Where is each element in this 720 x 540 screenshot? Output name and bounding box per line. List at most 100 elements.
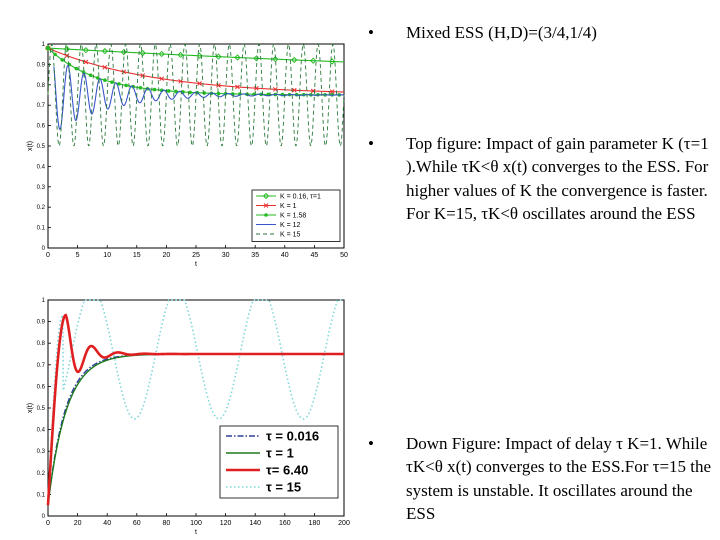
bullet-top-figure: • Top figure: Impact of gain parameter K… xyxy=(366,132,716,226)
series-marker xyxy=(253,55,260,62)
x-tick-label: 20 xyxy=(163,252,171,259)
y-tick-label: 0.5 xyxy=(37,144,46,150)
series-marker xyxy=(74,66,79,71)
bottom-chart: 0 20 40 60 80 100 120 140 160 180 200 0 0.1 0.2 0.3 0.4… xyxy=(27,298,350,534)
series-marker xyxy=(272,86,278,92)
legend-label: τ = 15 xyxy=(266,480,301,495)
series-marker xyxy=(291,56,298,64)
series-marker xyxy=(262,192,270,200)
bullet-down-figure: • Down Figure: Impact of delay τ K=1. Wh… xyxy=(366,432,716,526)
x-tick-label: 40 xyxy=(281,252,289,259)
series-marker xyxy=(53,52,57,57)
y-tick-label: 1 xyxy=(42,42,46,48)
x-tick-label: 25 xyxy=(192,252,200,259)
bullet-text: Down Figure: Impact of delay τ K=1. Whil… xyxy=(406,433,712,524)
series-marker xyxy=(197,81,202,86)
bullet-text: Top figure: Impact of gain parameter K (… xyxy=(406,133,709,224)
series-marker xyxy=(291,87,297,93)
x-tick-label: 100 xyxy=(190,520,202,527)
x-tick-label: 30 xyxy=(222,252,230,259)
series-marker xyxy=(177,51,184,59)
series-marker xyxy=(140,73,146,78)
x-tick-label: 140 xyxy=(249,520,261,527)
bullet-marker: • xyxy=(368,433,374,453)
bottom-figure: 0 20 40 60 80 100 120 140 160 180 200 0 0.1 0.2 0.3 0.4… xyxy=(20,286,352,534)
series-marker xyxy=(329,58,336,65)
series-marker xyxy=(216,83,221,88)
x-tick-label: 10 xyxy=(103,252,111,259)
y-tick-label: 0.5 xyxy=(37,406,46,412)
x-axis-label: t xyxy=(195,261,197,266)
series-marker xyxy=(88,73,93,78)
y-tick-label: 0.2 xyxy=(37,205,46,211)
series-marker xyxy=(139,49,146,57)
x-tick-label: 60 xyxy=(133,520,141,527)
series-marker xyxy=(310,57,317,64)
y-tick-label: 0.2 xyxy=(37,471,46,477)
y-axis-label: x(t) xyxy=(27,141,34,151)
y-tick-label: 0.9 xyxy=(37,320,46,326)
bullet-text: Mixed ESS (H,D)=(3/4,1/4) xyxy=(406,23,597,42)
x-tick-label: 15 xyxy=(133,252,141,259)
series-marker xyxy=(152,87,157,92)
series-marker xyxy=(101,47,108,55)
series-marker xyxy=(103,78,107,82)
y-tick-label: 1 xyxy=(42,298,46,304)
series-marker xyxy=(102,64,108,70)
top-chart: 0 5 10 15 20 25 30 35 40 45 50 0 0.1 0.2 0.3 0.4 0.5 0.6 0… xyxy=(27,42,348,266)
x-tick-label: 160 xyxy=(279,520,291,527)
y-tick-label: 0.3 xyxy=(37,449,46,455)
series-marker xyxy=(235,84,240,90)
bullet-ess: • Mixed ESS (H,D)=(3/4,1/4) xyxy=(366,21,716,45)
series-marker xyxy=(166,89,171,93)
series-marker xyxy=(46,46,50,50)
legend-label: K = 1 xyxy=(280,203,297,210)
series-marker xyxy=(83,59,89,65)
series-marker xyxy=(234,54,241,61)
series-line-4 xyxy=(47,43,345,147)
y-tick-label: 0.4 xyxy=(37,428,46,434)
series-marker xyxy=(95,76,100,80)
series-line-3 xyxy=(47,299,344,506)
y-tick-label: 0.8 xyxy=(37,341,46,347)
series-marker xyxy=(44,44,52,52)
series-marker xyxy=(216,91,221,96)
series-marker xyxy=(329,89,335,95)
series-line-2 xyxy=(46,313,344,506)
series-marker xyxy=(138,85,143,90)
legend-label: τ = 1 xyxy=(266,446,294,461)
x-tick-label: 0 xyxy=(46,520,50,527)
x-tick-label: 5 xyxy=(76,252,80,259)
x-tick-label: 40 xyxy=(103,520,111,527)
y-tick-label: 0.6 xyxy=(37,384,46,390)
series-marker xyxy=(60,58,65,62)
y-tick-label: 0 xyxy=(42,246,46,252)
legend-label: τ = 0.016 xyxy=(266,429,319,444)
y-tick-label: 0.9 xyxy=(37,62,46,68)
x-tick-label: 35 xyxy=(251,252,259,259)
legend-label: K = 1.58 xyxy=(280,213,306,220)
series-marker xyxy=(254,85,259,91)
y-tick-label: 0 xyxy=(42,514,46,520)
series-marker xyxy=(159,76,165,82)
legend-label: K = 12 xyxy=(280,222,301,229)
series-marker xyxy=(174,89,178,94)
x-tick-label: 50 xyxy=(340,252,348,259)
legend-label: K = 15 xyxy=(280,232,301,239)
y-tick-label: 0.7 xyxy=(37,103,46,109)
series-marker xyxy=(263,203,269,208)
x-tick-label: 120 xyxy=(220,520,232,527)
y-tick-label: 0.6 xyxy=(37,124,46,130)
legend-label: K = 0.16, τ=1 xyxy=(280,194,321,201)
x-tick-label: 200 xyxy=(338,520,350,527)
series-marker xyxy=(121,69,127,75)
y-axis-label: x(t) xyxy=(27,403,34,413)
x-tick-label: 20 xyxy=(74,520,82,527)
x-tick-label: 180 xyxy=(309,520,321,527)
series-line-3 xyxy=(53,64,345,131)
bullet-marker: • xyxy=(368,133,374,153)
y-tick-label: 0.7 xyxy=(37,363,46,369)
bullet-text-panel: • Mixed ESS (H,D)=(3/4,1/4) • Top figure… xyxy=(366,0,716,523)
series-marker xyxy=(188,90,192,95)
series-marker xyxy=(215,53,222,60)
